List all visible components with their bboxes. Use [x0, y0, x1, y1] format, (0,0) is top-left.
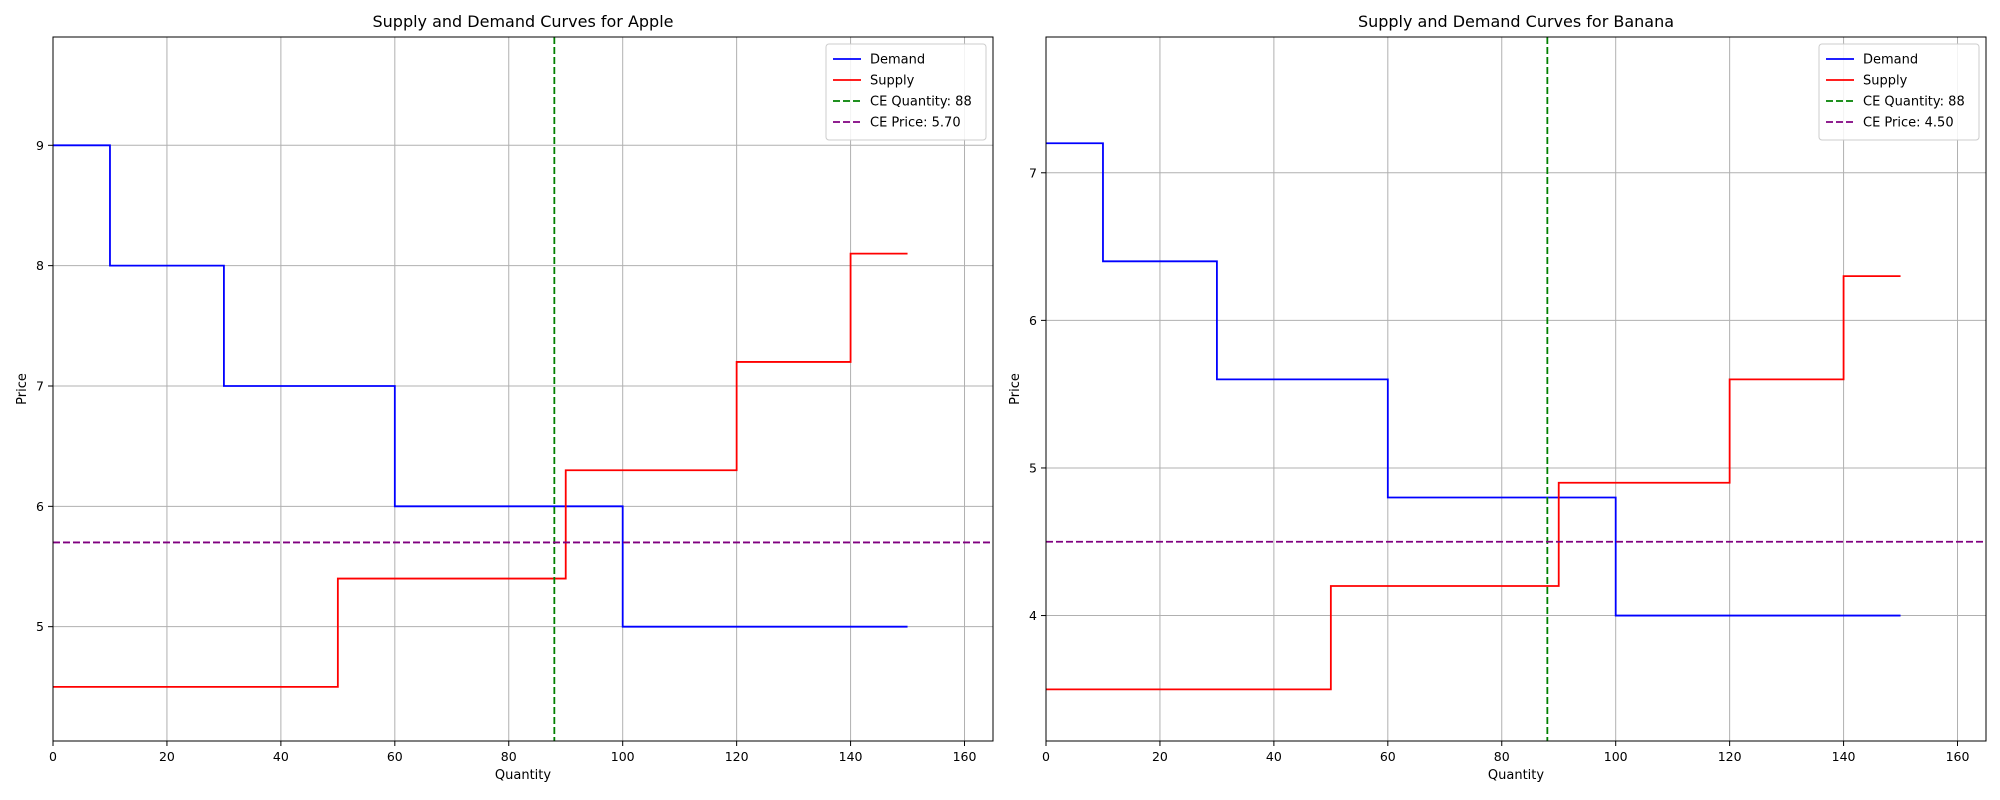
plot-area — [53, 37, 993, 741]
legend-label: Supply — [870, 74, 915, 89]
y-axis-label: Price — [1008, 373, 1023, 405]
x-tick-label: 20 — [159, 749, 175, 764]
series-line-demand — [53, 144, 908, 628]
x-axis-label: Quantity — [1488, 768, 1544, 783]
chart-panel-1: 0 20 40 60 80 100 120 140 160 5 6 7 8 9 Supply and Dem… — [15, 12, 994, 783]
chart-title: Supply and Demand Curves for Apple — [373, 12, 674, 31]
legend-box — [1818, 43, 1980, 141]
legend-label: CE Quantity: 88 — [1863, 95, 1965, 110]
x-tick-label: 60 — [387, 749, 403, 764]
x-tick-label: 140 — [1832, 749, 1856, 764]
x-tick-label: 40 — [1266, 749, 1282, 764]
x-tick-label: 0 — [1042, 749, 1050, 764]
legend: Demand Supply CE Quantity: 88 CE Price: 4.5… — [1818, 43, 1980, 141]
chart-panel-2: 0 20 40 60 80 100 120 140 160 4 5 6 7 Supply and Dema… — [1008, 12, 1987, 783]
legend: Demand Supply CE Quantity: 88 CE Price: 5.7… — [825, 43, 987, 141]
axes-frame — [52, 36, 994, 742]
y-tick-label: 7 — [1029, 165, 1037, 180]
series-line-demand — [1046, 142, 1901, 617]
x-tick-label: 0 — [49, 749, 57, 764]
x-axis-label: Quantity — [495, 768, 551, 783]
y-tick-label: 5 — [1029, 460, 1037, 475]
plot-area — [1046, 37, 1986, 741]
y-tick-label: 8 — [36, 258, 44, 273]
y-tick-label: 7 — [36, 378, 44, 393]
x-tick-label: 140 — [839, 749, 863, 764]
legend-label: Supply — [1863, 74, 1908, 89]
x-tick-label: 100 — [1604, 749, 1628, 764]
x-tick-label: 120 — [725, 749, 749, 764]
legend-label: CE Price: 4.50 — [1863, 116, 1954, 131]
y-tick-label: 9 — [36, 138, 44, 153]
y-tick-label: 6 — [1029, 313, 1037, 328]
series-line-supply — [53, 252, 908, 688]
legend-label: CE Quantity: 88 — [870, 95, 972, 110]
x-tick-label: 80 — [501, 749, 517, 764]
chart-title: Supply and Demand Curves for Banana — [1358, 12, 1674, 31]
x-tick-label: 40 — [273, 749, 289, 764]
x-tick-label: 20 — [1152, 749, 1168, 764]
legend-box — [825, 43, 987, 141]
series-line-supply — [1046, 275, 1901, 691]
x-tick-label: 120 — [1718, 749, 1742, 764]
x-tick-label: 160 — [1946, 749, 1970, 764]
legend-label: Demand — [1863, 53, 1918, 68]
x-tick-label: 80 — [1494, 749, 1510, 764]
legend-label: Demand — [870, 53, 925, 68]
y-tick-label: 4 — [1029, 608, 1037, 623]
x-tick-label: 160 — [953, 749, 977, 764]
axes-frame — [1045, 36, 1987, 742]
x-tick-label: 60 — [1380, 749, 1396, 764]
y-tick-label: 6 — [36, 499, 44, 514]
legend-label: CE Price: 5.70 — [870, 116, 961, 131]
x-tick-label: 100 — [611, 749, 635, 764]
y-axis-label: Price — [15, 373, 30, 405]
y-tick-label: 5 — [36, 619, 44, 634]
